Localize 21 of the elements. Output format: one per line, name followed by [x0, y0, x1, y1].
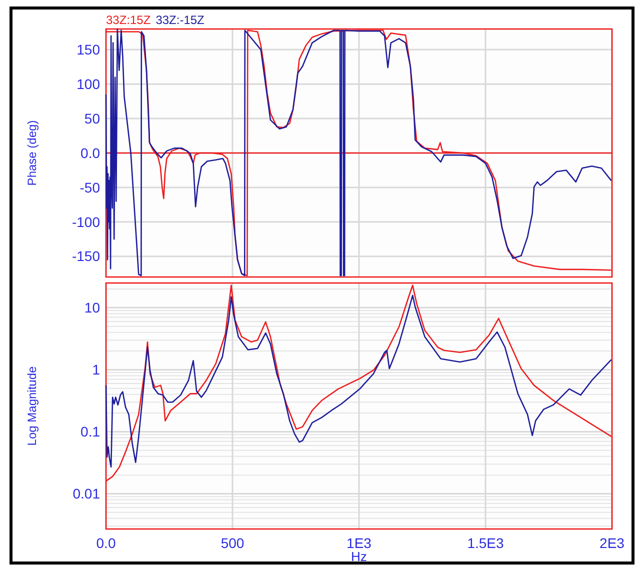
- x-tick-label: 2E3: [600, 535, 625, 551]
- x-tick-label: 500: [220, 535, 244, 551]
- y-tick-label: 0.1: [80, 424, 100, 440]
- y-axis-title: Phase (deg): [25, 120, 39, 186]
- y-tick-label: 150: [76, 42, 100, 58]
- series-label: 33Z:15Z: [106, 13, 151, 27]
- y-tick-label: -150: [72, 248, 100, 264]
- y-tick-label: -50: [80, 179, 100, 196]
- y-tick-label: 0.01: [72, 486, 100, 502]
- y-tick-label: -100: [72, 214, 100, 230]
- y-tick-label: 1: [92, 362, 100, 378]
- y-tick-label: 50: [84, 110, 100, 126]
- y-axis-title: Log Magnitude: [25, 366, 39, 446]
- series-label: 33Z:-15Z: [156, 13, 204, 27]
- x-axis-title: Hz: [351, 549, 367, 564]
- x-tick-label: 0.0: [96, 535, 116, 551]
- x-tick-label: 1.5E3: [467, 535, 504, 551]
- y-tick-label: 10: [84, 300, 100, 316]
- y-tick-label: 0.0: [80, 144, 100, 161]
- y-tick-label: 100: [76, 76, 100, 92]
- x-tick-label: 1E3: [346, 535, 372, 551]
